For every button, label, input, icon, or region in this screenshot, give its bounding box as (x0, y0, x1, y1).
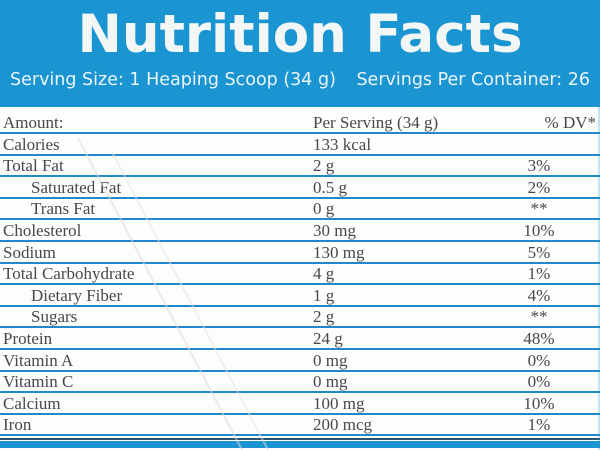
table-row: Vitamin A 0 mg 0% (0, 350, 600, 372)
nutrient-dv: 1% (527, 415, 551, 435)
table-row: Vitamin C 0 mg 0% (0, 372, 600, 394)
nutrient-amount: 2 g (313, 307, 335, 327)
column-header-amount: Amount: (3, 113, 64, 132)
nutrient-amount: 0.5 g (313, 177, 347, 197)
nutrient-amount: 133 kcal (313, 134, 372, 154)
serving-size-text: Serving Size: 1 Heaping Scoop (34 g) (10, 70, 336, 90)
serving-info-row: Serving Size: 1 Heaping Scoop (34 g) Ser… (0, 70, 600, 90)
label-header: Nutrition Facts Serving Size: 1 Heaping … (0, 0, 600, 107)
nutrient-label: Vitamin C (3, 372, 74, 392)
column-header-per-serving: Per Serving (34 g) (313, 113, 439, 132)
table-row: Protein 24 g 48% (0, 328, 600, 350)
nutrient-dv: 4% (527, 285, 551, 305)
nutrient-amount: 130 mg (313, 242, 365, 262)
nutrient-amount: 0 mg (313, 350, 348, 370)
table-row: Calcium 100 mg 10% (0, 393, 600, 415)
label-footer (0, 437, 600, 450)
nutrient-dv: 48% (523, 328, 555, 348)
label-title: Nutrition Facts (77, 4, 523, 65)
table-row: Sugars 2 g ** (0, 307, 600, 329)
nutrient-label: Total Fat (3, 156, 64, 176)
nutrient-label: Total Carbohydrate (3, 264, 135, 284)
nutrient-label: Sugars (31, 307, 78, 327)
nutrient-label: Sodium (3, 242, 56, 262)
nutrient-dv: 10% (523, 220, 555, 240)
table-row: Total Carbohydrate 4 g 1% (0, 264, 600, 286)
nutrient-dv: ** (530, 307, 548, 327)
nutrient-amount: 4 g (313, 264, 335, 284)
table-row: Calories 133 kcal (0, 134, 600, 156)
nutrient-dv: 5% (527, 242, 551, 262)
table-row: Total Fat 2 g 3% (0, 156, 600, 178)
nutrient-amount: 30 mg (313, 220, 356, 240)
nutrient-amount: 2 g (313, 156, 335, 176)
table-row: Trans Fat 0 g ** (0, 199, 600, 221)
nutrient-amount: 100 mg (313, 393, 365, 413)
table-rows: Calories 133 kcal Total Fat 2 g 3% Satur… (0, 134, 600, 437)
nutrient-label: Protein (3, 328, 53, 348)
nutrient-dv: 1% (527, 264, 551, 284)
nutrient-dv: ** (530, 199, 548, 219)
nutrient-label: Iron (3, 415, 32, 435)
nutrient-label: Calories (3, 134, 60, 154)
nutrient-amount: 24 g (313, 328, 343, 348)
table-row: Sodium 130 mg 5% (0, 242, 600, 264)
nutrient-label: Vitamin A (3, 350, 74, 370)
nutrient-label: Saturated Fat (31, 177, 122, 197)
nutrient-amount: 200 mcg (313, 415, 373, 435)
footer-dark-rule (0, 438, 600, 440)
nutrient-amount: 1 g (313, 285, 335, 305)
nutrient-label: Calcium (3, 393, 61, 413)
table-row: Saturated Fat 0.5 g 2% (0, 177, 600, 199)
servings-per-container-text: Servings Per Container: 26 (356, 70, 590, 90)
nutrient-dv: 0% (527, 350, 551, 370)
table-row: Iron 200 mcg 1% (0, 415, 600, 437)
column-header-dv: % DV* (544, 113, 596, 132)
table-row: Dietary Fiber 1 g 4% (0, 285, 600, 307)
nutrient-dv: 0% (527, 372, 551, 392)
nutrient-label: Dietary Fiber (31, 285, 123, 305)
table-row: Cholesterol 30 mg 10% (0, 220, 600, 242)
nutrition-table: Amount: Per Serving (34 g) % DV* Calorie… (0, 107, 600, 437)
nutrient-dv: 3% (527, 156, 551, 176)
footer-blue-bar (0, 441, 600, 448)
nutrient-label: Cholesterol (3, 220, 82, 240)
nutrient-label: Trans Fat (31, 199, 96, 219)
table-header-row: Amount: Per Serving (34 g) % DV* (0, 107, 600, 134)
nutrient-dv: 10% (523, 393, 555, 413)
nutrient-amount: 0 mg (313, 372, 348, 392)
nutrient-amount: 0 g (313, 199, 335, 219)
nutrient-dv: 2% (527, 177, 551, 197)
